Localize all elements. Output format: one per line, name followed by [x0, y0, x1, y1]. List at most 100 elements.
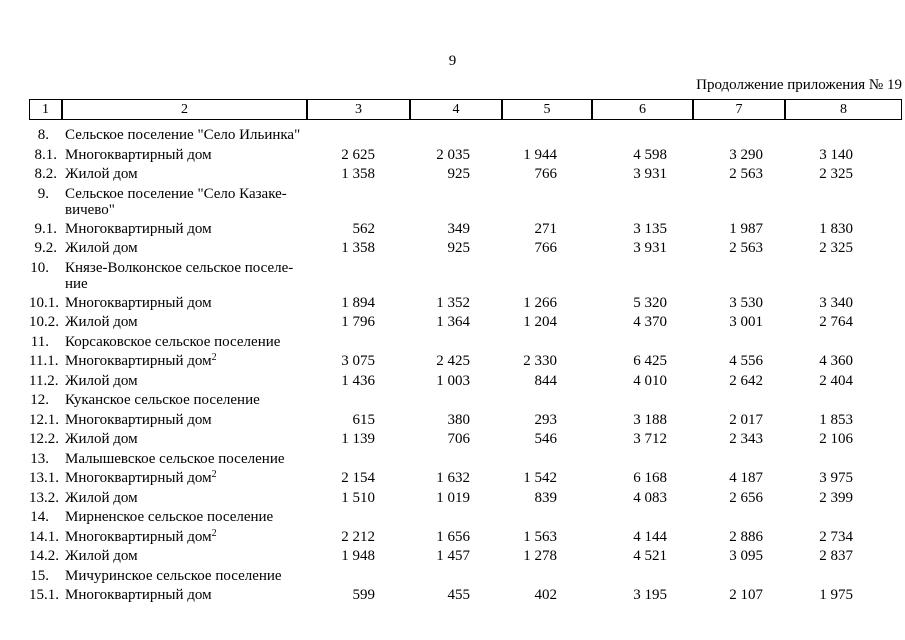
value-cell: 1 656: [436, 528, 470, 545]
table-row-group: 9. Сельское поселение "Село Казаке-вичев…: [29, 186, 902, 218]
row-name: Многоквартирный дом: [62, 147, 307, 163]
row-name-superscript: 2: [211, 527, 217, 539]
value-cell: 766: [534, 166, 558, 182]
value-cell: 844: [534, 372, 558, 389]
value-cell: 2 212: [341, 528, 375, 545]
value-cell: 4 360: [819, 353, 853, 369]
row-number: 14.2.: [29, 548, 59, 564]
row-number: 10.1.: [29, 294, 59, 311]
row-name: Корсаковское сельское поселение: [62, 334, 307, 350]
value-cell: 3 931: [633, 166, 667, 182]
value-cell: 1 948: [341, 548, 375, 564]
value-cell: 2 404: [819, 372, 853, 389]
row-number: 9.: [37, 185, 49, 202]
value-cell: 3 188: [633, 411, 667, 428]
value-cell: 2 107: [729, 587, 763, 603]
table-row-group: 11. Корсаковское сельское поселение: [29, 334, 902, 354]
value-cell: 2 425: [436, 353, 470, 369]
value-cell: 2 642: [729, 372, 763, 389]
value-cell: 706: [447, 431, 471, 447]
column-header: 4: [410, 99, 502, 120]
value-cell: 5 320: [633, 294, 667, 311]
value-cell: 1 853: [819, 411, 853, 428]
value-cell: 2 154: [341, 470, 375, 486]
row-name-text: Малышевское сельское поселение: [65, 450, 285, 467]
row-name: Князе-Волконское сельское поселе-ние: [62, 260, 307, 292]
value-cell: 1 987: [729, 220, 763, 237]
value-cell: 1 358: [341, 166, 375, 182]
column-header: 8: [785, 99, 902, 120]
column-header: 5: [502, 99, 592, 120]
table-row-group: 10. Князе-Волконское сельское поселе-ние: [29, 260, 902, 292]
value-cell: 1 563: [523, 528, 557, 545]
row-name-text-line2: ние: [65, 275, 88, 292]
value-cell: 4 521: [633, 548, 667, 564]
table-row: 8.1. Многоквартирный дом 2 625 2 035 1 9…: [29, 147, 902, 167]
value-cell: 562: [352, 220, 376, 237]
value-cell: 3 975: [819, 470, 853, 486]
table-row: 11.1. Многоквартирный дом2 3 075 2 425 2…: [29, 353, 902, 373]
value-cell: 1 796: [341, 314, 375, 330]
table-row-group: 13. Малышевское сельское поселение: [29, 451, 902, 471]
value-cell: 3 340: [819, 294, 853, 311]
value-cell: 2 625: [341, 146, 375, 163]
row-name-text: Многоквартирный дом: [65, 353, 212, 369]
value-cell: 1 632: [436, 470, 470, 486]
row-number: 10.2.: [29, 314, 59, 330]
value-cell: 1 204: [523, 314, 557, 330]
value-cell: 1 278: [523, 548, 557, 564]
row-name: Жилой дом: [62, 166, 307, 182]
value-cell: 599: [352, 587, 376, 603]
table-row-group: 14. Мирненское сельское поселение: [29, 509, 902, 529]
value-cell: 271: [534, 220, 558, 237]
row-name: Многоквартирный дом: [62, 221, 307, 237]
value-cell: 3 140: [819, 146, 853, 163]
value-cell: 2 399: [819, 489, 853, 506]
table-row: 15.1. Многоквартирный дом 599 455 402 3 …: [29, 587, 902, 607]
value-cell: 3 001: [729, 314, 763, 330]
continuation-note: Продолжение приложения № 19: [696, 77, 902, 93]
row-number: 12.2.: [29, 431, 59, 447]
value-cell: 2 656: [729, 489, 763, 506]
row-number: 13.2.: [29, 489, 59, 506]
row-name-text: Многоквартирный дом: [65, 528, 212, 545]
row-name-text: Жилой дом: [65, 240, 138, 256]
row-number: 8.2.: [34, 166, 58, 182]
value-cell: 4 370: [633, 314, 667, 330]
value-cell: 3 290: [729, 146, 763, 163]
value-cell: 766: [534, 240, 558, 256]
row-name-text: Жилой дом: [65, 372, 138, 389]
row-name-text: Многоквартирный дом: [65, 470, 212, 486]
value-cell: 2 017: [729, 411, 763, 428]
value-cell: 2 343: [729, 431, 763, 447]
page-number: 9: [448, 53, 457, 69]
row-name-text: Жилой дом: [65, 431, 138, 447]
row-name-text-line2: вичево": [65, 201, 115, 218]
table-row: 11.2. Жилой дом 1 436 1 003 844 4 010 2 …: [29, 373, 902, 393]
row-number: 15.: [30, 567, 49, 584]
column-header: 1: [29, 99, 62, 120]
value-cell: 3 195: [633, 587, 667, 603]
table-row: 13.2. Жилой дом 1 510 1 019 839 4 083 2 …: [29, 490, 902, 510]
value-cell: 402: [534, 587, 558, 603]
value-cell: 1 510: [341, 489, 375, 506]
row-name-text: Мирненское сельское поселение: [65, 509, 274, 525]
value-cell: 1 894: [341, 294, 375, 311]
value-cell: 2 734: [819, 528, 853, 545]
table-row: 10.2. Жилой дом 1 796 1 364 1 204 4 370 …: [29, 314, 902, 334]
table-row: 13.1. Многоквартирный дом2 2 154 1 632 1…: [29, 470, 902, 490]
table-row-group: 15. Мичуринское сельское поселение: [29, 568, 902, 588]
row-name-text: Мичуринское сельское поселение: [65, 567, 282, 584]
row-number: 14.: [30, 509, 49, 525]
row-name: Жилой дом: [62, 431, 307, 447]
value-cell: 2 563: [729, 240, 763, 256]
value-cell: 1 364: [436, 314, 470, 330]
row-name-text: Куканское сельское поселение: [65, 392, 260, 408]
row-name: Мирненское сельское поселение: [62, 509, 307, 525]
value-cell: 2 764: [819, 314, 853, 330]
row-name: Многоквартирный дом2: [62, 353, 307, 370]
value-cell: 4 144: [633, 528, 667, 545]
row-number: 13.1.: [29, 470, 59, 486]
value-cell: 2 563: [729, 166, 763, 182]
